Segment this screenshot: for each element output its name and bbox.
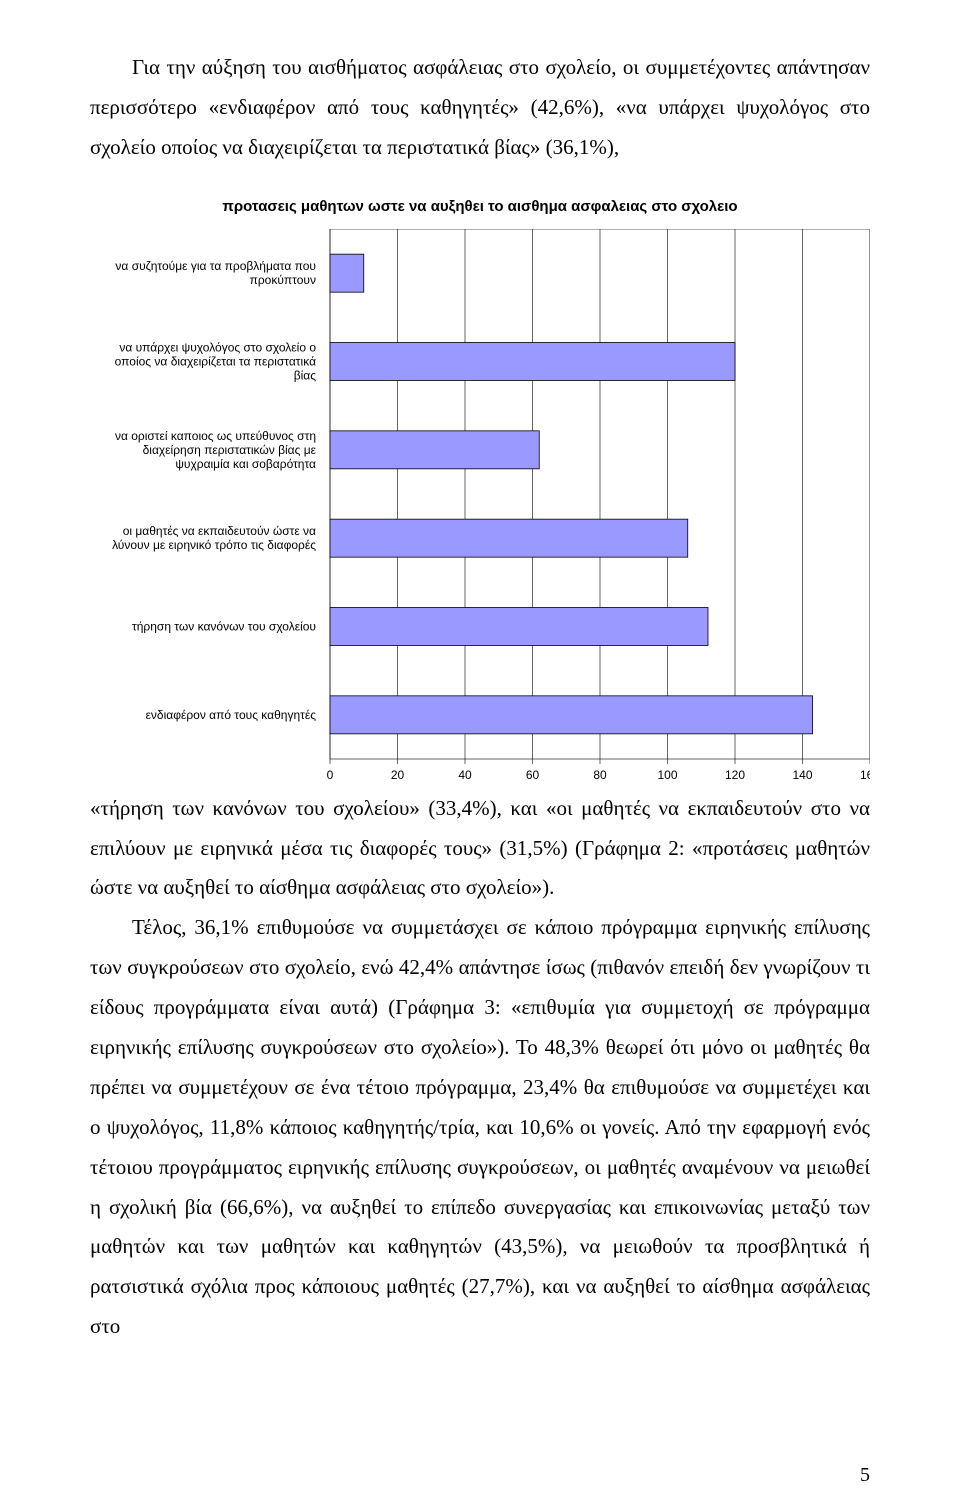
bar [330, 342, 735, 380]
category-label: ψυχραιμία και σοβαρότητα [175, 457, 316, 471]
bar-chart: να συζητούμε για τα προβλήματα πουπροκύπ… [90, 229, 870, 789]
category-label: οι μαθητές να εκπαιδευτούν ώστε να [123, 524, 316, 538]
bar [330, 519, 688, 557]
category-label: οποίος να διαχειρίζεται τα περιστατικά [115, 354, 316, 368]
x-tick-label: 20 [391, 768, 405, 782]
after-paragraph-2: Τέλος, 36,1% επιθυμούσε να συμμετάσχει σ… [90, 908, 870, 1347]
bar [330, 254, 364, 292]
category-label: να οριστεί καποιος ως υπεύθυνος στη [115, 429, 316, 443]
x-tick-label: 140 [792, 768, 812, 782]
x-tick-label: 0 [327, 768, 334, 782]
page-number: 5 [860, 1464, 870, 1487]
intro-paragraph: Για την αύξηση του αισθήματος ασφάλειας … [90, 48, 870, 168]
bar [330, 696, 813, 734]
x-tick-label: 160 [860, 768, 870, 782]
category-label: διαχείρηση περιστατικών βίας με [143, 443, 317, 457]
bar [330, 431, 539, 469]
bar [330, 607, 708, 645]
x-tick-label: 40 [458, 768, 472, 782]
chart-container: να συζητούμε για τα προβλήματα πουπροκύπ… [90, 229, 870, 789]
category-label: προκύπτουν [250, 273, 316, 287]
category-label: να συζητούμε για τα προβλήματα που [115, 259, 316, 273]
x-tick-label: 80 [593, 768, 607, 782]
after-paragraph-1: «τήρηση των κανόνων του σχολείου» (33,4%… [90, 789, 870, 909]
x-tick-label: 100 [657, 768, 677, 782]
chart-title: προτασεις μαθητων ωστε να αυξηθει το αισ… [90, 198, 870, 215]
category-label: τήρηση των κανόνων του σχολείου [132, 619, 316, 633]
x-tick-label: 60 [526, 768, 540, 782]
category-label: λύνουν με ειρηνικό τρόπο τις διαφορές [112, 538, 316, 552]
category-label: βίας [294, 368, 317, 382]
category-label: ενδιαφέρον από τους καθηγητές [146, 708, 317, 722]
category-label: να υπάρχει ψυχολόγος στο σχολείο ο [119, 340, 316, 354]
x-tick-label: 120 [725, 768, 745, 782]
